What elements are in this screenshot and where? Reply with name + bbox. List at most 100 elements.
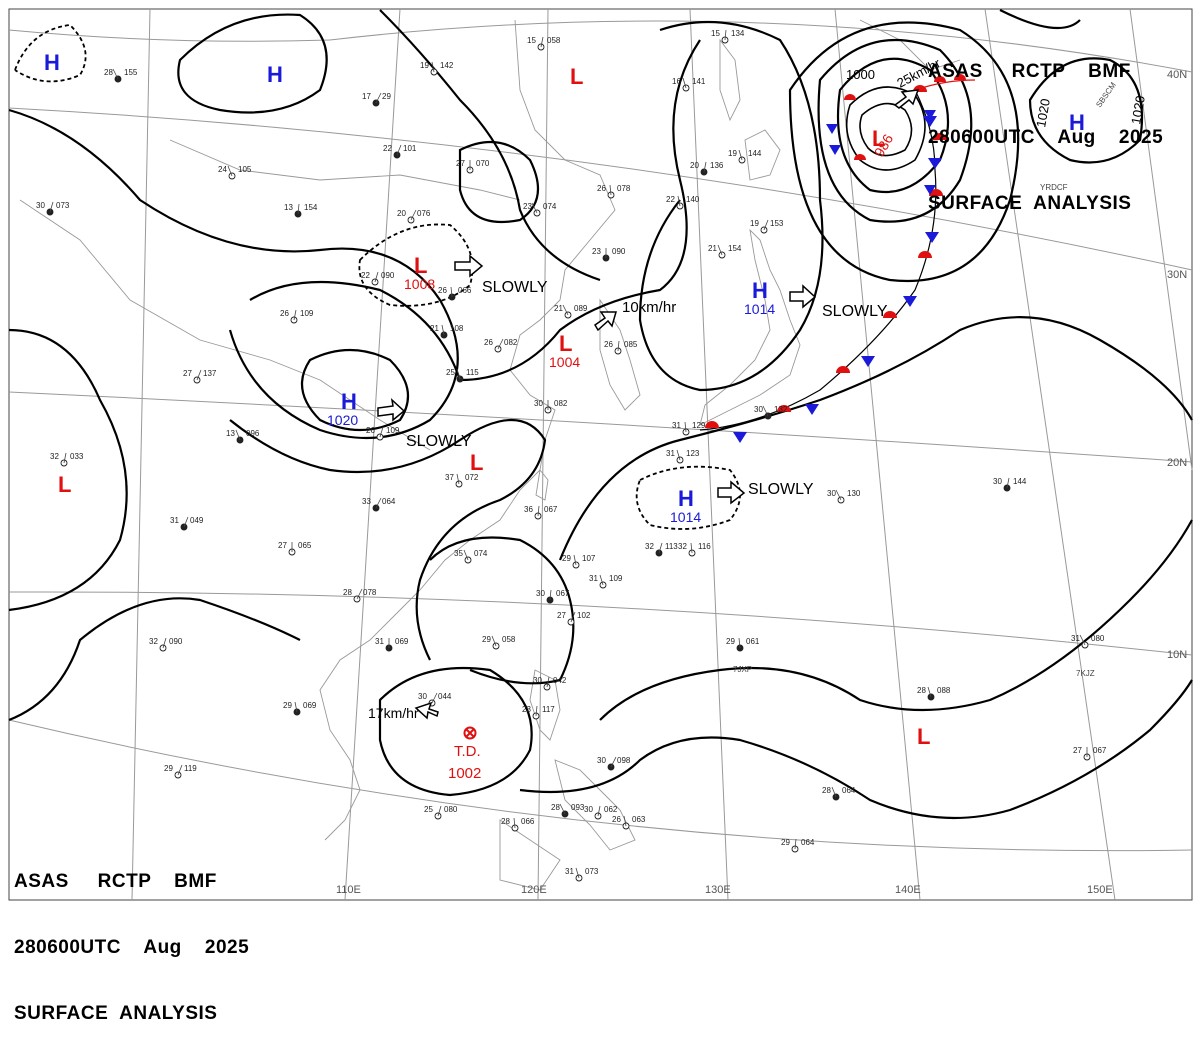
station-temperature: 28 — [551, 803, 560, 812]
wind-barb-icon — [374, 271, 379, 283]
coast-china-east — [399, 19, 616, 611]
coast-japan — [699, 228, 801, 426]
station-temperature: 25 — [446, 368, 455, 377]
dashed-nw — [14, 24, 87, 83]
wind-barb-icon — [497, 338, 504, 350]
station-plot: 26 063 — [612, 815, 646, 830]
header-line-station: ASAS RCTP BMF — [14, 871, 217, 892]
cold-front-triangle-icon — [861, 356, 875, 367]
isobar-jp-1 — [638, 20, 824, 392]
wind-barb-icon — [610, 756, 617, 768]
station-pressure: 072 — [465, 473, 479, 482]
station-pressure: 063 — [632, 815, 646, 824]
station-plot: 23 074 — [523, 202, 557, 217]
cold-front-triangle-icon — [928, 158, 942, 169]
lon-label: 130E — [705, 884, 731, 896]
station-pressure: 058 — [547, 36, 561, 45]
station-temperature: 28 — [822, 786, 831, 795]
station-plot: 31 080 — [1071, 634, 1105, 649]
coast-taiwan — [535, 468, 549, 501]
cold-front-triangle-icon — [826, 124, 838, 134]
station-temperature: 36 — [524, 505, 533, 514]
isobar-td — [378, 666, 533, 797]
wind-barb-icon — [549, 589, 552, 601]
motion-arrow-icon — [789, 284, 817, 309]
station-pressure: 090 — [612, 247, 626, 256]
motion-label: SLOWLY — [406, 433, 472, 450]
wind-barb-icon — [794, 838, 797, 850]
wind-barb-icon — [431, 692, 438, 704]
wind-barb-icon — [183, 516, 189, 528]
low-pressure-center: L — [872, 126, 885, 151]
station-pressure: 067 — [544, 505, 558, 514]
station-plot: 28 093 — [551, 803, 585, 818]
ship-id: 7JXP — [733, 665, 752, 674]
station-pressure: 069 — [395, 637, 409, 646]
station-plot: 19 144 — [728, 149, 762, 164]
station-pressure: 073 — [585, 867, 599, 876]
station-plot: 30 130 — [827, 489, 861, 504]
station-plot: 31 129 — [672, 421, 706, 436]
wind-barb-icon — [738, 149, 743, 161]
motion-arrows — [377, 89, 920, 720]
wind-barb-icon — [562, 304, 569, 316]
wind-barb-icon — [410, 209, 417, 221]
station-plot: 32 116 — [678, 542, 711, 557]
map-frame — [8, 8, 1193, 901]
meridian-110e — [344, 8, 401, 901]
station-pressure: 129 — [692, 421, 706, 430]
station-plot: 30 132 — [754, 405, 788, 420]
isobar-low-4 — [859, 102, 913, 157]
wind-barb-icon — [450, 286, 453, 298]
high-pressure-center: H — [752, 278, 768, 303]
cold-front-triangle-icon — [805, 404, 819, 415]
motion-arrow-icon — [377, 397, 406, 422]
station-temperature: 27 — [183, 369, 192, 378]
station-temperature: 35 — [454, 549, 463, 558]
station-pressure: 136 — [710, 161, 724, 170]
meridian-100e — [131, 8, 151, 901]
station-pressure: 042 — [553, 676, 567, 685]
station-plot: 22 140 — [666, 195, 700, 210]
wind-barb-icon — [196, 369, 202, 381]
station-circle-icon — [60, 459, 68, 467]
station-plot: 27 102 — [557, 611, 591, 626]
isobar-label: 1020 — [1128, 94, 1148, 125]
wind-barb-icon — [570, 611, 576, 623]
station-plot: 27 067 — [1073, 746, 1107, 761]
coast-sakhalin — [719, 38, 741, 122]
station-pressure: 144 — [1013, 477, 1027, 486]
station-plot: 13 154 — [284, 203, 318, 218]
station-pressure: 153 — [770, 219, 784, 228]
station-temperature: 32 — [50, 452, 59, 461]
station-plot: 37 072 — [445, 473, 479, 488]
isobar-label: 1020 — [1033, 97, 1053, 128]
wind-barb-icon — [1006, 477, 1010, 489]
cold-front-triangle-icon — [903, 296, 917, 307]
station-temperature: 29 — [562, 554, 571, 563]
station-pressure: 082 — [504, 338, 518, 347]
station-temperature: 33 — [362, 497, 371, 506]
station-plot: 32 090 — [149, 637, 183, 652]
station-pressure: 078 — [617, 184, 631, 193]
station-temperature: 13 — [284, 203, 293, 212]
station-temperature: 20 — [397, 209, 406, 218]
lon-label: 110E — [336, 884, 361, 896]
wind-barb-icon — [546, 676, 550, 688]
station-pressure: 137 — [203, 369, 217, 378]
header-line-station: ASAS RCTP BMF — [928, 61, 1131, 82]
station-plot: 23 117 — [522, 705, 555, 720]
isobar-pacific-2 — [519, 679, 1193, 820]
station-temperature: 29 — [164, 764, 173, 773]
lat-label: 40N — [1167, 69, 1187, 81]
isobar-ne — [999, 9, 1081, 30]
motion-label: 10km/hr — [622, 299, 676, 316]
wind-barb-icon — [456, 473, 460, 485]
isobar-w-1 — [8, 328, 128, 612]
station-temperature: 26 — [612, 815, 621, 824]
station-temperature: 29 — [283, 701, 292, 710]
station-plot: 22 101 — [383, 144, 417, 159]
isobar-label: 1000 — [846, 67, 875, 82]
motion-label: SLOWLY — [748, 481, 814, 498]
station-temperature: 30 — [36, 201, 45, 210]
